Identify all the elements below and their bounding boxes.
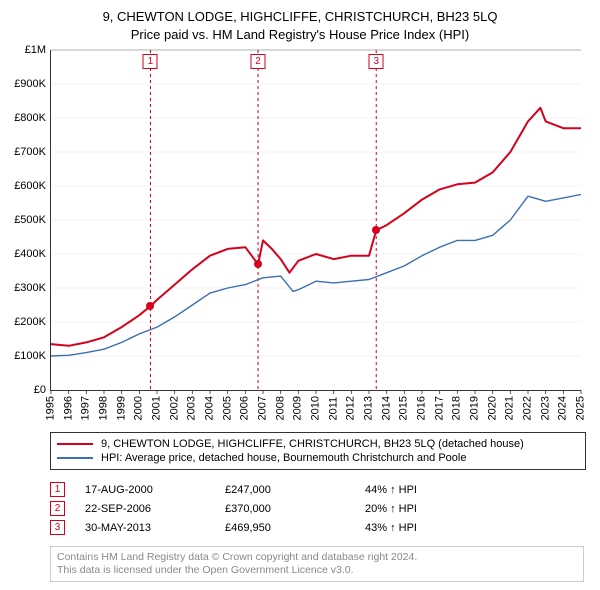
sale-number-box: 3 [50, 520, 65, 535]
y-tick-label: £500K [6, 214, 46, 226]
sales-table: 1 17-AUG-2000£247,00044% ↑ HPI 2 22-SEP-200… [50, 480, 578, 537]
y-tick-label: £300K [6, 282, 46, 294]
x-tick-label: 1998 [99, 396, 110, 420]
sale-price: £247,000 [225, 484, 365, 496]
chart-legend: 9, CHEWTON LODGE, HIGHCLIFFE, CHRISTCHUR… [50, 432, 586, 470]
x-tick-label: 1995 [46, 396, 57, 420]
legend-swatch [57, 443, 93, 445]
sale-marker-box: 3 [369, 54, 384, 69]
legend-swatch [57, 457, 93, 459]
legend-label: HPI: Average price, detached house, Bour… [101, 452, 466, 464]
x-tick-label: 2003 [187, 396, 198, 420]
x-tick-label: 2018 [452, 396, 463, 420]
x-tick-label: 2005 [222, 396, 233, 420]
x-tick-label: 2014 [381, 396, 392, 420]
x-tick-label: 2009 [293, 396, 304, 420]
sale-point [254, 260, 262, 268]
x-tick-label: 2015 [399, 396, 410, 420]
x-tick-label: 2002 [169, 396, 180, 420]
x-tick-label: 2021 [505, 396, 516, 420]
title-line-2: Price paid vs. HM Land Registry's House … [6, 26, 594, 44]
sales-row: 3 30-MAY-2013£469,95043% ↑ HPI [50, 518, 578, 537]
y-tick-label: £600K [6, 180, 46, 192]
x-tick-label: 2012 [346, 396, 357, 420]
sale-price: £469,950 [225, 522, 365, 534]
legend-row: HPI: Average price, detached house, Bour… [57, 451, 579, 465]
x-tick-label: 2013 [364, 396, 375, 420]
x-tick-label: 2020 [487, 396, 498, 420]
sale-price: £370,000 [225, 503, 365, 515]
y-tick-label: £800K [6, 112, 46, 124]
sales-row: 1 17-AUG-2000£247,00044% ↑ HPI [50, 480, 578, 499]
y-tick-label: £200K [6, 316, 46, 328]
x-tick-label: 2011 [328, 397, 339, 421]
x-tick-label: 2008 [275, 396, 286, 420]
price-chart: £0£100K£200K£300K£400K£500K£600K£700K£80… [50, 50, 581, 391]
x-tick-label: 2023 [540, 396, 551, 420]
sale-diff: 43% ↑ HPI [365, 522, 578, 534]
legend-row: 9, CHEWTON LODGE, HIGHCLIFFE, CHRISTCHUR… [57, 437, 579, 451]
chart-title-block: 9, CHEWTON LODGE, HIGHCLIFFE, CHRISTCHUR… [0, 0, 600, 48]
y-tick-label: £1M [6, 44, 46, 56]
x-tick-label: 2025 [576, 396, 587, 420]
sale-point [146, 302, 154, 310]
x-tick-label: 1997 [81, 396, 92, 420]
attribution-box: Contains HM Land Registry data © Crown c… [50, 546, 584, 582]
sale-number-box: 1 [50, 482, 65, 497]
sale-date: 22-SEP-2006 [85, 503, 225, 515]
sale-marker-box: 1 [143, 54, 158, 69]
x-tick-label: 2010 [311, 396, 322, 420]
sales-row: 2 22-SEP-2006£370,00020% ↑ HPI [50, 499, 578, 518]
y-tick-label: £100K [6, 350, 46, 362]
x-tick-label: 2001 [152, 396, 163, 420]
y-tick-label: £700K [6, 146, 46, 158]
y-tick-label: £900K [6, 78, 46, 90]
x-tick-label: 2019 [470, 396, 481, 420]
x-tick-label: 2007 [258, 396, 269, 420]
sale-date: 30-MAY-2013 [85, 522, 225, 534]
x-tick-label: 2022 [523, 396, 534, 420]
x-tick-label: 2017 [434, 396, 445, 420]
sale-number-box: 2 [50, 501, 65, 516]
x-tick-label: 2006 [240, 396, 251, 420]
attribution-line-1: Contains HM Land Registry data © Crown c… [57, 551, 577, 564]
x-tick-label: 2000 [134, 396, 145, 420]
attribution-line-2: This data is licensed under the Open Gov… [57, 564, 577, 577]
chart-svg [51, 50, 581, 390]
x-tick-label: 2016 [417, 396, 428, 420]
y-tick-label: £400K [6, 248, 46, 260]
y-tick-label: £0 [6, 384, 46, 396]
sale-marker-box: 2 [251, 54, 266, 69]
title-line-1: 9, CHEWTON LODGE, HIGHCLIFFE, CHRISTCHUR… [6, 8, 594, 26]
x-tick-label: 1996 [63, 396, 74, 420]
sale-diff: 20% ↑ HPI [365, 503, 578, 515]
sale-point [372, 226, 380, 234]
x-tick-label: 2004 [205, 396, 216, 420]
sale-diff: 44% ↑ HPI [365, 484, 578, 496]
x-tick-label: 2024 [558, 396, 569, 420]
x-tick-label: 1999 [116, 396, 127, 420]
sale-date: 17-AUG-2000 [85, 484, 225, 496]
legend-label: 9, CHEWTON LODGE, HIGHCLIFFE, CHRISTCHUR… [101, 438, 524, 450]
